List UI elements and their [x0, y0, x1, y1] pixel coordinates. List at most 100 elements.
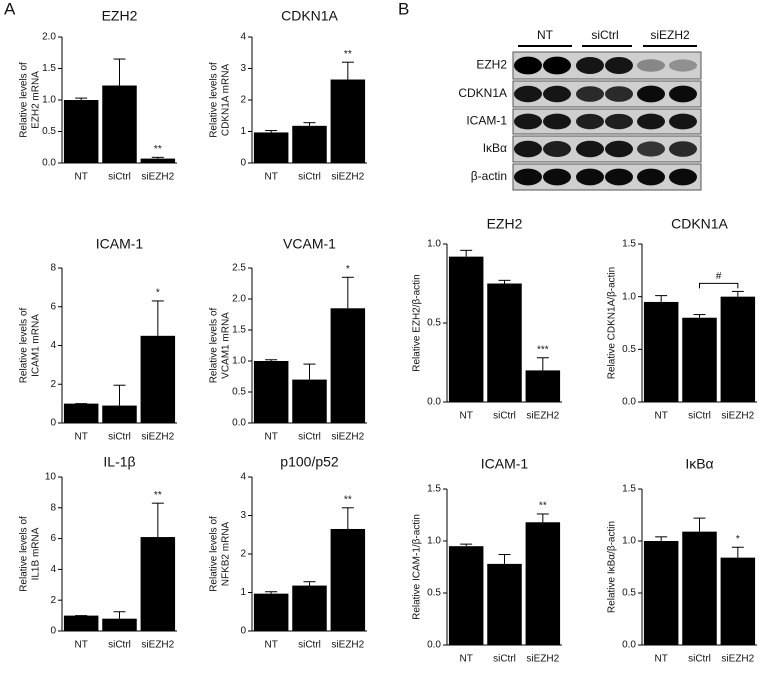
chart-title: IL-1β [103, 454, 135, 470]
x-tick-label: NT [264, 432, 277, 443]
blot-row-label: CDKN1A [458, 86, 507, 100]
error-bar [113, 58, 126, 86]
y-tick-label: 0.0 [232, 418, 246, 429]
bar [643, 541, 679, 645]
blot-band [576, 168, 604, 186]
y-tick-label: 0.5 [42, 126, 56, 137]
blot-band [605, 56, 633, 75]
x-tick-label: siCtrl [298, 640, 321, 651]
panel-label: B [398, 0, 409, 18]
chart-title: IκBα [685, 456, 713, 472]
y-tick-label: 10 [45, 472, 57, 483]
bar [487, 283, 522, 402]
blot-band [543, 113, 571, 130]
bar [102, 85, 137, 163]
blot-row-label: EZH2 [476, 58, 507, 72]
blot-band [637, 141, 665, 157]
y-tick-label: 4 [50, 564, 56, 575]
blot-band [637, 168, 665, 186]
error-bar [460, 249, 473, 257]
blot-band [669, 113, 697, 130]
bar [330, 308, 366, 423]
error-bar [151, 502, 164, 538]
chart-title: CDKN1A [281, 8, 338, 24]
y-axis-label: EZH2 mRNA [31, 71, 42, 129]
y-axis-label: ICAM1 mRNA [31, 314, 42, 377]
x-tick-label: NT [74, 172, 87, 183]
y-tick-label: 0 [240, 626, 246, 637]
bar [525, 370, 561, 402]
blot-band [514, 140, 542, 158]
blot-band [576, 86, 604, 102]
error-bar [731, 290, 744, 297]
y-tick-label: 1.5 [622, 239, 636, 250]
y-tick-label: 0.5 [427, 318, 441, 329]
x-tick-label: siEZH2 [721, 654, 754, 665]
blot-band [605, 168, 633, 186]
x-tick-label: NT [74, 640, 87, 651]
x-tick-label: NT [459, 411, 472, 422]
error-bar [655, 536, 668, 541]
y-tick-label: 0 [50, 418, 56, 429]
x-tick-label: NT [264, 172, 277, 183]
x-tick-label: siCtrl [688, 654, 711, 665]
blot-band [514, 168, 542, 186]
chart-title: CDKN1A [671, 216, 728, 232]
blot-band [576, 113, 604, 130]
bar [63, 100, 99, 163]
y-tick-label: 0.5 [622, 588, 636, 599]
western-blot: NT siCtrl siEZH2 EZH2 CDKN1A ICAM-1 IκBα β-acti… [458, 28, 702, 191]
y-tick-label: 0.5 [427, 588, 441, 599]
error-bar [498, 279, 511, 284]
error-bar [341, 61, 354, 80]
error-bar [113, 384, 126, 406]
error-bar [460, 543, 473, 547]
x-tick-label: siCtrl [688, 411, 711, 422]
x-tick-label: siEZH2 [331, 172, 364, 183]
bar [140, 158, 176, 163]
y-tick-label: 1.0 [622, 291, 636, 302]
y-tick-label: 0.0 [622, 640, 636, 651]
blot-row-label: β-actin [471, 169, 507, 183]
y-tick-label: 0 [50, 626, 56, 637]
y-tick-label: 2 [240, 549, 246, 560]
y-tick-label: 2.5 [232, 263, 246, 274]
x-tick-label: siCtrl [493, 411, 516, 422]
y-axis-label: Relative levels of [19, 62, 30, 138]
x-tick-label: siCtrl [108, 432, 131, 443]
significance-mark: ** [344, 49, 352, 60]
x-tick-label: NT [264, 640, 277, 651]
bar [682, 531, 717, 645]
bar [330, 79, 366, 163]
bar [102, 405, 137, 423]
x-tick-label: siCtrl [298, 432, 321, 443]
error-bar [341, 276, 354, 309]
y-tick-label: 2 [50, 595, 56, 606]
error-bar [536, 357, 549, 371]
y-axis-label: Relative levels of [209, 307, 220, 383]
error-bar [303, 122, 316, 126]
error-bar [151, 300, 164, 336]
y-tick-label: 6 [50, 301, 56, 312]
y-tick-label: 2.0 [232, 294, 246, 305]
blot-band [669, 141, 697, 157]
y-tick-label: 1.5 [232, 325, 246, 336]
y-axis-label: Relative levels of [209, 516, 220, 592]
y-tick-label: 8 [50, 502, 56, 513]
bar [448, 256, 484, 402]
y-tick-label: 1.0 [232, 356, 246, 367]
error-bar [265, 591, 278, 594]
error-bar [151, 156, 164, 159]
x-tick-label: NT [459, 654, 472, 665]
x-tick-label: siCtrl [298, 172, 321, 183]
chart-title: EZH2 [102, 8, 138, 24]
bar [140, 335, 176, 423]
blot-band [669, 59, 697, 72]
x-tick-label: NT [654, 411, 667, 422]
lane-group-label: NT [537, 28, 554, 42]
y-axis-label: Relative levels of [19, 307, 30, 383]
chart-title: VCAM-1 [283, 236, 336, 252]
bar [253, 593, 289, 631]
blot-band [514, 85, 542, 103]
